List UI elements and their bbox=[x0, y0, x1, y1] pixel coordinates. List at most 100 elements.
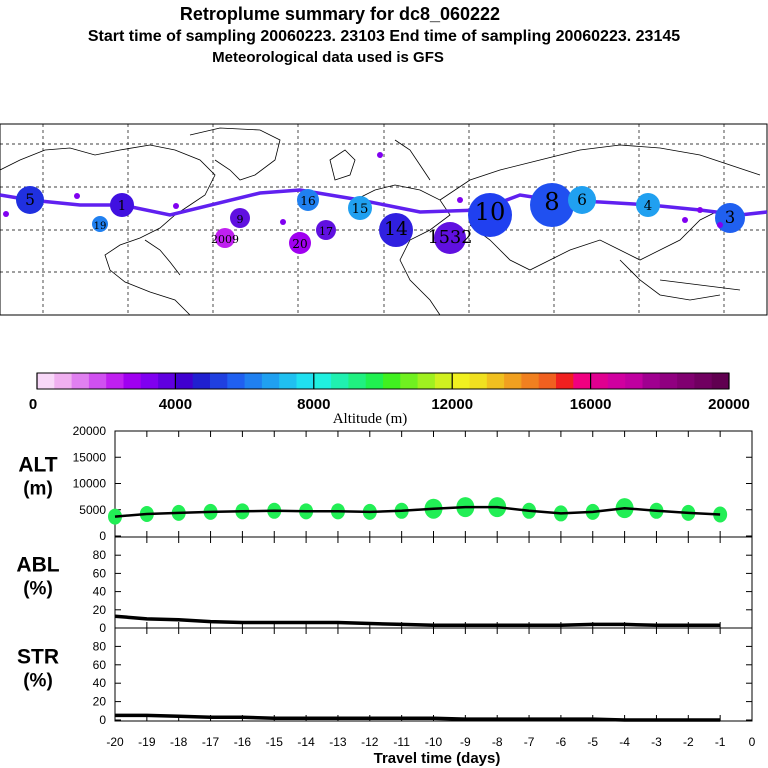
colorbar-swatch bbox=[538, 373, 557, 389]
coastlines bbox=[0, 127, 761, 316]
plume-label: 3 bbox=[725, 208, 736, 227]
colorbar-swatch bbox=[607, 373, 626, 389]
plume-marker bbox=[468, 193, 512, 237]
plume-label: 16 bbox=[300, 194, 315, 208]
y-tick-label: 60 bbox=[93, 658, 107, 672]
plume-small-marker bbox=[457, 197, 463, 203]
series-line-str bbox=[115, 713, 721, 722]
colorbar-tick-label: 4000 bbox=[159, 396, 192, 413]
y-tick-label: 20 bbox=[93, 695, 107, 709]
colorbar-swatch bbox=[677, 373, 695, 389]
colorbar-tick-label: 20000 bbox=[708, 396, 750, 413]
y-tick-label: 0 bbox=[99, 621, 106, 635]
plume-label: 10 bbox=[475, 198, 506, 226]
x-tick-label: -10 bbox=[425, 735, 443, 749]
y-tick-label: 20 bbox=[93, 603, 107, 617]
x-tick-label: -17 bbox=[202, 735, 220, 749]
panel-label-str: STR bbox=[17, 645, 59, 668]
plume-small-marker bbox=[697, 207, 703, 213]
plume-small-marker bbox=[682, 217, 688, 223]
plume-label: 4 bbox=[644, 199, 652, 214]
panel-label-abl: ABL bbox=[16, 554, 59, 577]
x-tick-label: -7 bbox=[524, 735, 535, 749]
colorbar-swatch bbox=[123, 373, 142, 389]
plume-small-marker bbox=[717, 222, 723, 228]
colorbar-swatch bbox=[244, 373, 263, 389]
y-tick-label: 0 bbox=[99, 713, 106, 727]
plume-marker bbox=[230, 208, 250, 228]
plume-label: 6 bbox=[577, 191, 587, 209]
colorbar-swatch bbox=[383, 373, 401, 389]
colorbar-swatch bbox=[71, 373, 90, 389]
plume-label: 15 bbox=[352, 202, 369, 217]
colorbar-swatch bbox=[486, 373, 505, 389]
plume-marker bbox=[16, 186, 44, 214]
plume-label: 9 bbox=[237, 213, 244, 226]
plume-marker bbox=[568, 186, 596, 214]
x-tick-label: -3 bbox=[651, 735, 662, 749]
colorbar-swatch bbox=[434, 373, 453, 389]
colorbar-swatch bbox=[400, 373, 419, 389]
series-line-abl bbox=[114, 614, 721, 628]
plume-marker bbox=[348, 196, 372, 220]
colorbar-swatch bbox=[504, 373, 522, 389]
plume-label: 1532 bbox=[428, 228, 473, 248]
chart-title: Retroplume summary for dc8_060222 bbox=[180, 4, 500, 24]
colorbar-swatch bbox=[313, 373, 332, 389]
y-tick-label: 60 bbox=[93, 566, 107, 580]
y-tick-label: 80 bbox=[93, 548, 107, 562]
plume-label: 20 bbox=[292, 237, 307, 251]
y-tick-label: 80 bbox=[93, 639, 107, 653]
colorbar-swatch bbox=[711, 373, 730, 389]
colorbar-swatch bbox=[158, 373, 176, 389]
x-tick-label: -6 bbox=[556, 735, 567, 749]
plume-label: 17 bbox=[319, 225, 333, 238]
colorbar-swatch bbox=[590, 373, 609, 389]
y-tick-label: 0 bbox=[99, 529, 106, 543]
x-tick-label: -4 bbox=[619, 735, 630, 749]
colorbar-tick-label: 12000 bbox=[431, 396, 473, 413]
plume-small-marker bbox=[280, 219, 286, 225]
plume-marker bbox=[636, 193, 660, 217]
plume-marker bbox=[530, 183, 574, 227]
x-tick-label: -11 bbox=[393, 735, 410, 749]
plume-marker bbox=[289, 232, 311, 254]
plume-label: 1 bbox=[118, 199, 126, 214]
plume-label: 8 bbox=[544, 188, 559, 216]
x-tick-label: -8 bbox=[492, 735, 503, 749]
x-tick-label: -16 bbox=[234, 735, 252, 749]
series-line-alt bbox=[114, 505, 721, 518]
sampling-times: Start time of sampling 20060223. 23103 E… bbox=[88, 28, 680, 45]
y-tick-label: 15000 bbox=[73, 450, 107, 464]
panel-unit-str: (%) bbox=[23, 670, 53, 691]
colorbar-swatch bbox=[175, 373, 194, 389]
alt-marker bbox=[713, 506, 728, 523]
x-tick-label: -18 bbox=[170, 735, 188, 749]
panel-frame-abl bbox=[114, 536, 753, 629]
colorbar-swatch bbox=[642, 373, 661, 389]
colorbar-swatch bbox=[296, 373, 315, 389]
colorbar-swatch bbox=[140, 373, 159, 389]
panel-unit-alt: (m) bbox=[23, 478, 53, 499]
x-tick-label: -2 bbox=[683, 735, 694, 749]
colorbar-tick-label: 0 bbox=[29, 396, 37, 413]
colorbar-label: Altitude (m) bbox=[333, 411, 408, 427]
colorbar-swatch bbox=[659, 373, 678, 389]
x-tick-label: -9 bbox=[460, 735, 471, 749]
x-tick-label: -5 bbox=[587, 735, 598, 749]
y-tick-label: 5000 bbox=[79, 503, 106, 517]
plume-marker bbox=[379, 213, 413, 247]
x-tick-label: -15 bbox=[266, 735, 284, 749]
plume-marker bbox=[215, 228, 235, 248]
plume-label: 19 bbox=[94, 221, 107, 232]
colorbar-swatch bbox=[106, 373, 124, 389]
colorbar-swatch bbox=[694, 373, 713, 389]
colorbar-swatch bbox=[88, 373, 107, 389]
colorbar-swatch bbox=[279, 373, 297, 389]
colorbar-swatch bbox=[210, 373, 228, 389]
x-tick-label: -14 bbox=[297, 735, 315, 749]
time-series-panels: 20000150001000050000ALT(m)806040200ABL(%… bbox=[16, 424, 755, 749]
colorbar-swatch bbox=[452, 373, 470, 389]
